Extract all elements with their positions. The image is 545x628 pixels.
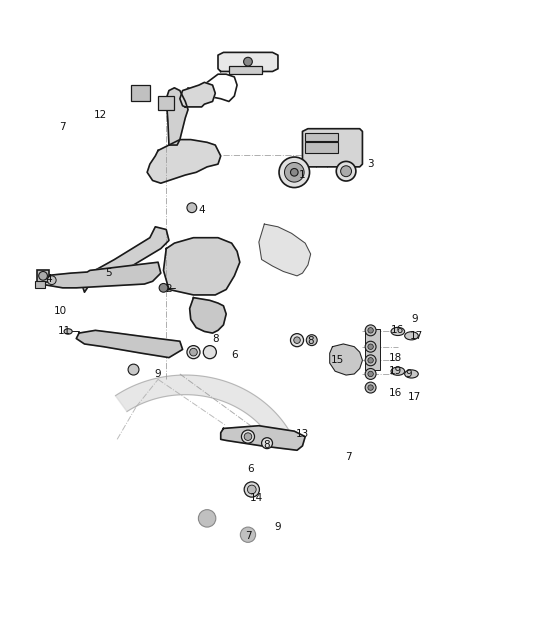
- Polygon shape: [330, 344, 362, 375]
- Circle shape: [294, 337, 300, 344]
- Polygon shape: [116, 375, 289, 441]
- Text: 7: 7: [245, 531, 251, 541]
- Circle shape: [365, 369, 376, 379]
- Circle shape: [336, 161, 356, 181]
- Bar: [229, 66, 262, 74]
- Circle shape: [290, 333, 304, 347]
- Ellipse shape: [391, 327, 404, 335]
- Text: 19: 19: [389, 366, 402, 376]
- Text: 3: 3: [367, 159, 374, 169]
- Circle shape: [198, 510, 216, 527]
- Polygon shape: [147, 139, 221, 183]
- Text: 9: 9: [275, 521, 281, 531]
- Circle shape: [187, 203, 197, 213]
- Text: 8: 8: [307, 336, 314, 346]
- Ellipse shape: [404, 370, 419, 378]
- Text: 17: 17: [410, 331, 423, 341]
- Bar: [365, 328, 380, 370]
- Text: 5: 5: [106, 268, 112, 278]
- Text: 17: 17: [408, 392, 421, 402]
- Text: 15: 15: [331, 355, 344, 365]
- Ellipse shape: [391, 367, 404, 376]
- Circle shape: [290, 168, 298, 176]
- Polygon shape: [180, 82, 215, 107]
- Text: 7: 7: [346, 452, 352, 462]
- Text: 10: 10: [53, 306, 66, 317]
- Circle shape: [284, 163, 304, 182]
- Circle shape: [240, 527, 256, 543]
- Bar: [305, 143, 338, 153]
- Circle shape: [341, 166, 352, 176]
- Circle shape: [306, 335, 317, 345]
- Polygon shape: [76, 330, 183, 357]
- Ellipse shape: [404, 332, 419, 340]
- Text: 2: 2: [166, 284, 172, 295]
- Text: 7: 7: [59, 122, 66, 132]
- Text: 8: 8: [212, 333, 219, 344]
- Circle shape: [203, 345, 216, 359]
- Bar: [131, 85, 150, 102]
- Circle shape: [128, 364, 139, 375]
- Circle shape: [368, 344, 373, 349]
- Circle shape: [244, 433, 252, 440]
- Polygon shape: [302, 129, 362, 167]
- Circle shape: [365, 341, 376, 352]
- Circle shape: [244, 57, 252, 66]
- Text: 8: 8: [264, 440, 270, 450]
- Polygon shape: [218, 52, 278, 72]
- Circle shape: [241, 430, 255, 443]
- Text: 6: 6: [231, 350, 238, 360]
- Bar: [158, 96, 174, 110]
- Polygon shape: [82, 227, 169, 292]
- Text: 16: 16: [389, 388, 402, 398]
- Circle shape: [368, 328, 373, 333]
- Text: 9: 9: [405, 369, 412, 379]
- Circle shape: [365, 325, 376, 336]
- Text: 16: 16: [391, 325, 404, 335]
- Polygon shape: [164, 238, 240, 295]
- Circle shape: [368, 357, 373, 363]
- Text: 12: 12: [94, 110, 107, 120]
- Circle shape: [190, 349, 197, 356]
- Circle shape: [365, 355, 376, 365]
- Text: 13: 13: [296, 429, 309, 439]
- Text: 4: 4: [46, 274, 52, 284]
- Polygon shape: [166, 88, 188, 145]
- Circle shape: [262, 438, 272, 448]
- Polygon shape: [259, 224, 311, 276]
- Polygon shape: [190, 298, 226, 333]
- Circle shape: [47, 276, 56, 284]
- Circle shape: [187, 345, 200, 359]
- Text: 4: 4: [198, 205, 205, 215]
- Circle shape: [368, 385, 373, 390]
- Circle shape: [247, 485, 256, 494]
- Text: 9: 9: [155, 369, 161, 379]
- Text: 18: 18: [389, 352, 402, 362]
- Circle shape: [279, 157, 310, 188]
- Bar: [37, 271, 49, 283]
- Text: 14: 14: [250, 492, 263, 502]
- Bar: [35, 281, 45, 288]
- Circle shape: [159, 283, 168, 292]
- Text: 9: 9: [411, 315, 417, 325]
- Circle shape: [39, 271, 47, 280]
- Circle shape: [244, 482, 259, 497]
- Polygon shape: [41, 263, 161, 288]
- Bar: [305, 133, 338, 141]
- Ellipse shape: [64, 328, 72, 334]
- Circle shape: [368, 371, 373, 377]
- Circle shape: [365, 382, 376, 393]
- Text: 11: 11: [58, 327, 71, 337]
- Text: 6: 6: [247, 464, 254, 474]
- Text: 1: 1: [299, 170, 306, 180]
- Polygon shape: [221, 426, 305, 450]
